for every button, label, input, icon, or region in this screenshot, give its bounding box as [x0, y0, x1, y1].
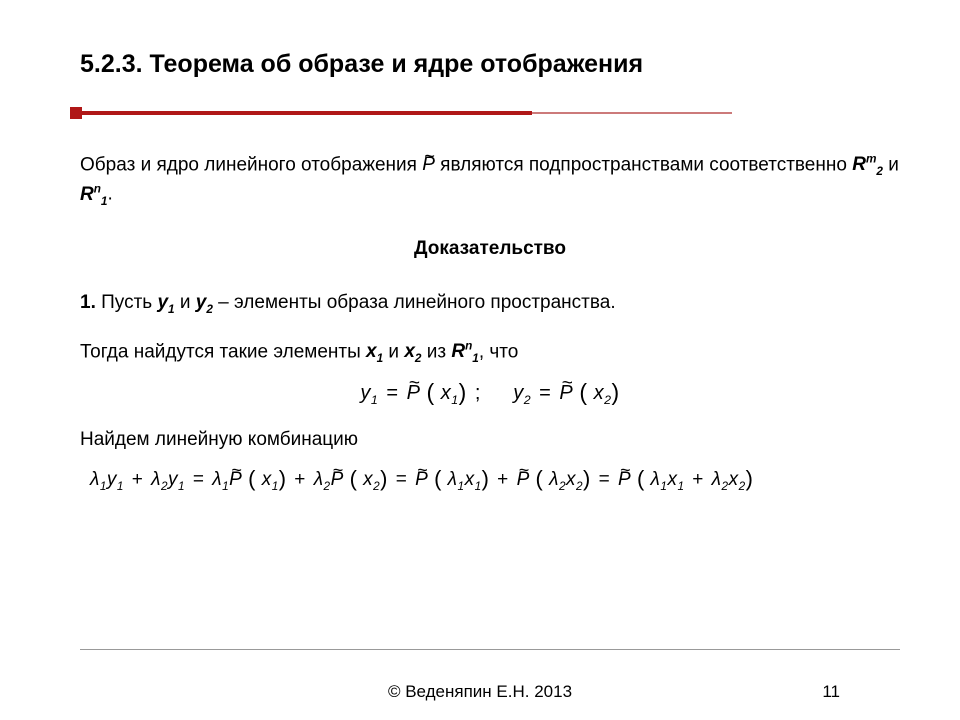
footer-divider — [80, 649, 900, 650]
p-tilde-symbol: ~P — [559, 379, 573, 408]
proof-heading: Доказательство — [80, 235, 900, 263]
y2-symbol: y2 — [196, 292, 213, 313]
divider-thin — [532, 112, 732, 114]
line2-after: , что — [479, 341, 519, 362]
footer-copyright: © Веденяпин Е.Н. 2013 — [0, 682, 960, 702]
x2-symbol: x2 — [404, 341, 421, 362]
divider-square — [70, 107, 82, 119]
p-tilde-symbol: ~P — [618, 466, 631, 494]
line2-mid1: и — [383, 341, 404, 362]
p-tilde-symbol: ~P — [517, 466, 530, 494]
equation-1: y1 = ~P ( x1) ; y2 = ~P ( x2) — [80, 375, 900, 410]
step1-after: – элементы образа линейного пространства… — [213, 292, 616, 313]
p-tilde-symbol: ~P — [415, 466, 428, 494]
line-2: Тогда найдутся такие элементы x1 и x2 из… — [80, 338, 900, 367]
p-tilde-symbol: ~P — [229, 466, 242, 494]
intro-between: и — [883, 154, 899, 175]
p-tilde-symbol: ~P — [331, 466, 344, 494]
p-tilde-symbol: ~P — [407, 379, 421, 408]
slide: 5.2.3. Теорема об образе и ядре отображе… — [0, 0, 960, 720]
footer-page-number: 11 — [822, 682, 840, 702]
step-number: 1. — [80, 292, 96, 313]
slide-body: Образ и ядро линейного отображения ~P яв… — [80, 151, 900, 494]
step-1: 1. Пусть y1 и y2 – элементы образа линей… — [80, 289, 900, 318]
intro-text-2: являются подпространствами соответственн… — [435, 154, 852, 175]
step1-between: и — [175, 292, 196, 313]
y1-symbol: y1 — [157, 292, 174, 313]
intro-period: . — [107, 184, 112, 205]
line-3: Найдем линейную комбинацию — [80, 426, 900, 454]
space-R2: Rn1 — [80, 184, 107, 205]
space-R1: Rm2 — [852, 154, 883, 175]
line2-mid2: из — [421, 341, 451, 362]
intro-paragraph: Образ и ядро линейного отображения ~P яв… — [80, 151, 900, 209]
step1-before: Пусть — [96, 292, 158, 313]
equation-2: λ1y1 + λ2y1 = λ1~P ( x1) + λ2~P ( x2) = … — [90, 462, 900, 495]
x1-symbol: x1 — [366, 341, 383, 362]
line2-before: Тогда найдутся такие элементы — [80, 341, 366, 362]
slide-title: 5.2.3. Теорема об образе и ядре отображе… — [80, 50, 900, 79]
divider-thick — [82, 111, 532, 115]
intro-text-1: Образ и ядро линейного отображения — [80, 154, 422, 175]
space-R3: Rn1 — [451, 341, 478, 362]
p-tilde-symbol: ~P — [422, 151, 435, 179]
title-divider — [70, 107, 900, 119]
